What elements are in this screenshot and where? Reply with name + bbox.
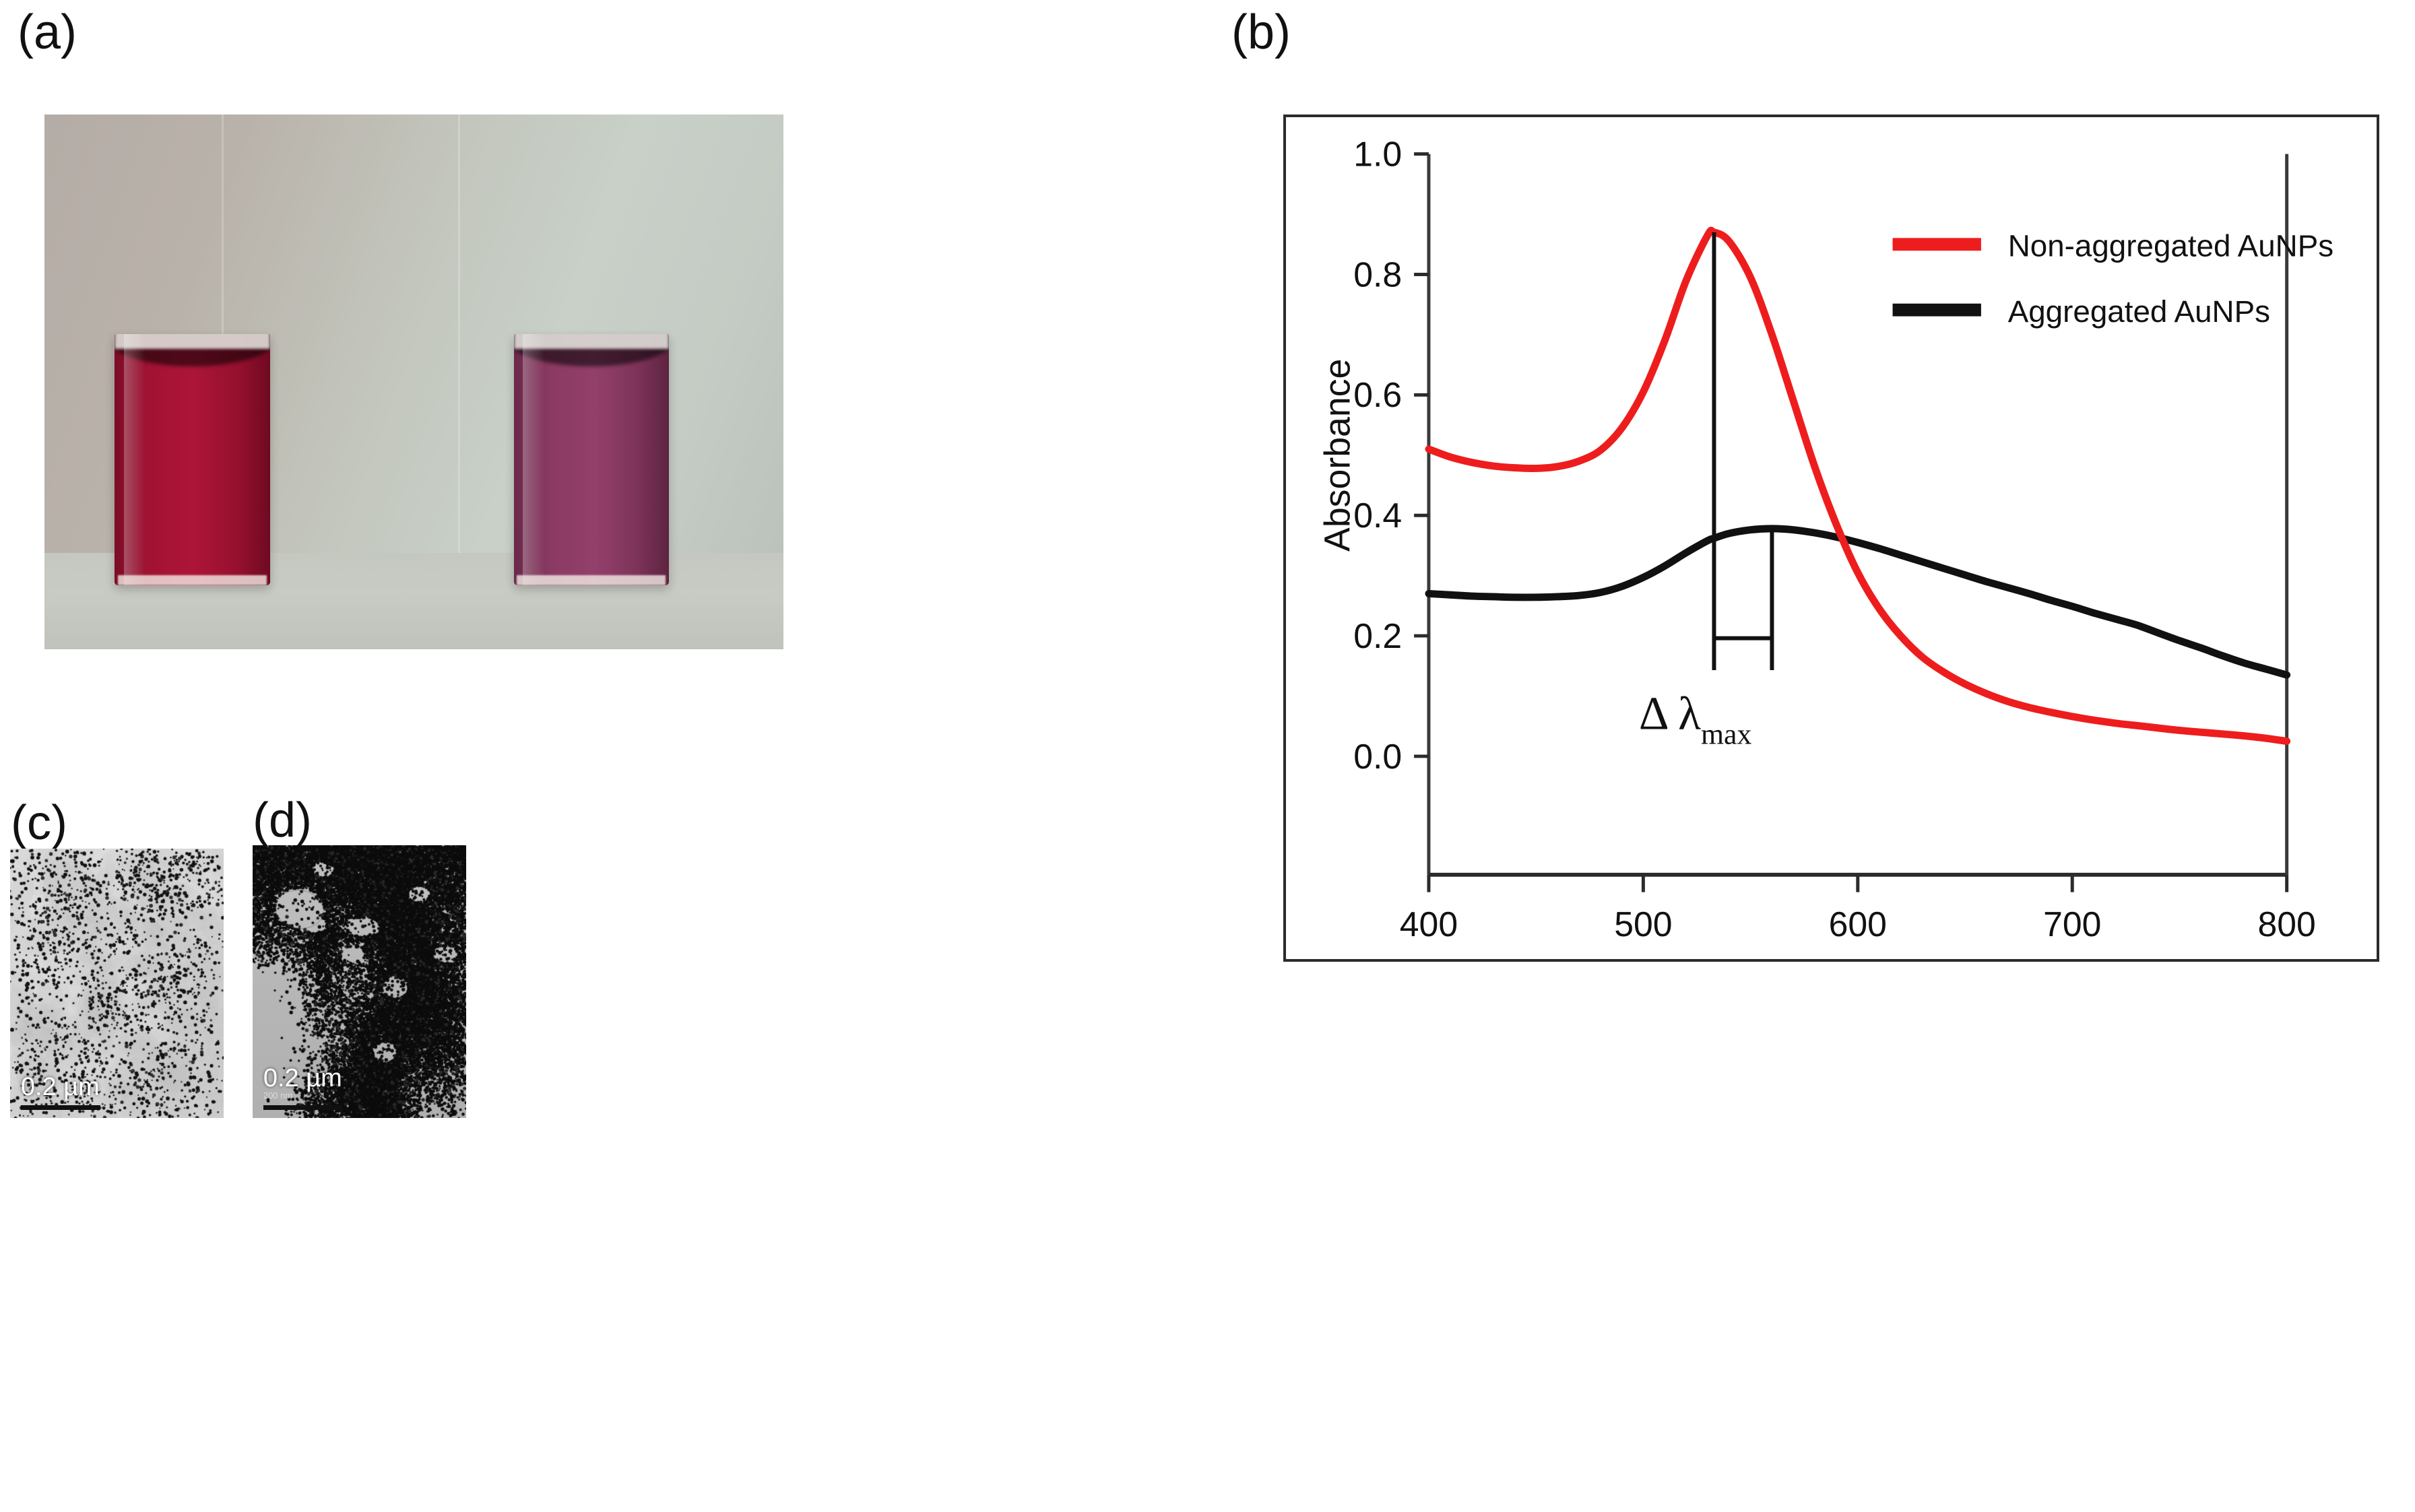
vial-liquid-red	[115, 333, 270, 585]
y-tick-label: 1.0	[1353, 135, 1402, 174]
x-tick-label: 500	[1614, 905, 1672, 944]
tem-canvas-dispersed	[10, 849, 224, 1118]
non-aggregated-vial	[115, 333, 270, 585]
vial-rim-left	[115, 333, 270, 349]
panel-b-label: (b)	[1231, 5, 1291, 59]
uv-vis-spectra-chart: 0.00.20.40.60.81.0400500600700800Wavelen…	[1283, 114, 2379, 962]
scale-bar-c: 0.2 µm	[20, 1073, 100, 1110]
delta-lambda-max-label: Δ λmax	[1639, 688, 1752, 751]
vial-base-left	[117, 574, 267, 585]
vial-base-right	[517, 574, 666, 585]
scale-bar-line-d	[263, 1105, 343, 1110]
scale-bar-line-c	[20, 1105, 100, 1110]
vial-liquid-purple	[513, 333, 669, 585]
legend-label-aggregated: Aggregated AuNPs	[2008, 294, 2270, 329]
y-axis-title: Absorbance	[1317, 359, 1357, 552]
x-tick-label: 700	[2043, 905, 2101, 944]
scale-bar-d: 0.2 µm 200 nm	[263, 1065, 343, 1110]
panel-a-photograph	[44, 114, 783, 649]
panel-a-label: (a)	[18, 5, 77, 59]
x-tick-label: 600	[1829, 905, 1887, 944]
tem-canvas-aggregated	[253, 845, 466, 1118]
y-tick-label: 0.6	[1353, 375, 1402, 414]
y-tick-label: 0.0	[1353, 737, 1402, 776]
scale-bar-label-d: 0.2 µm	[263, 1063, 342, 1092]
vial-gloss-left	[124, 333, 146, 585]
y-tick-label: 0.4	[1353, 496, 1402, 535]
x-tick-label: 800	[2258, 905, 2316, 944]
legend-label-non-aggregated: Non-aggregated AuNPs	[2008, 229, 2333, 263]
scale-bar-label-c: 0.2 µm	[20, 1073, 100, 1101]
y-tick-label: 0.8	[1353, 255, 1402, 294]
wall-seam-right	[458, 114, 461, 564]
panel-d-tem-micrograph: 0.2 µm 200 nm	[253, 845, 466, 1118]
vial-gloss-right	[523, 333, 545, 585]
panel-c-label: (c)	[11, 796, 67, 850]
panel-c-tem-micrograph: 0.2 µm	[10, 849, 224, 1118]
spectra-plot-svg: 0.00.20.40.60.81.0400500600700800Wavelen…	[1317, 135, 2333, 944]
y-tick-label: 0.2	[1353, 616, 1402, 655]
aggregated-vial	[513, 333, 669, 585]
scale-bar-sub-d: 200 nm	[263, 1090, 293, 1100]
panel-d-label: (d)	[253, 793, 312, 847]
series-curve-non-aggregated	[1425, 226, 2291, 746]
series-curve-aggregated	[1425, 525, 2291, 679]
vial-rim-right	[513, 333, 669, 349]
x-tick-label: 400	[1400, 905, 1458, 944]
